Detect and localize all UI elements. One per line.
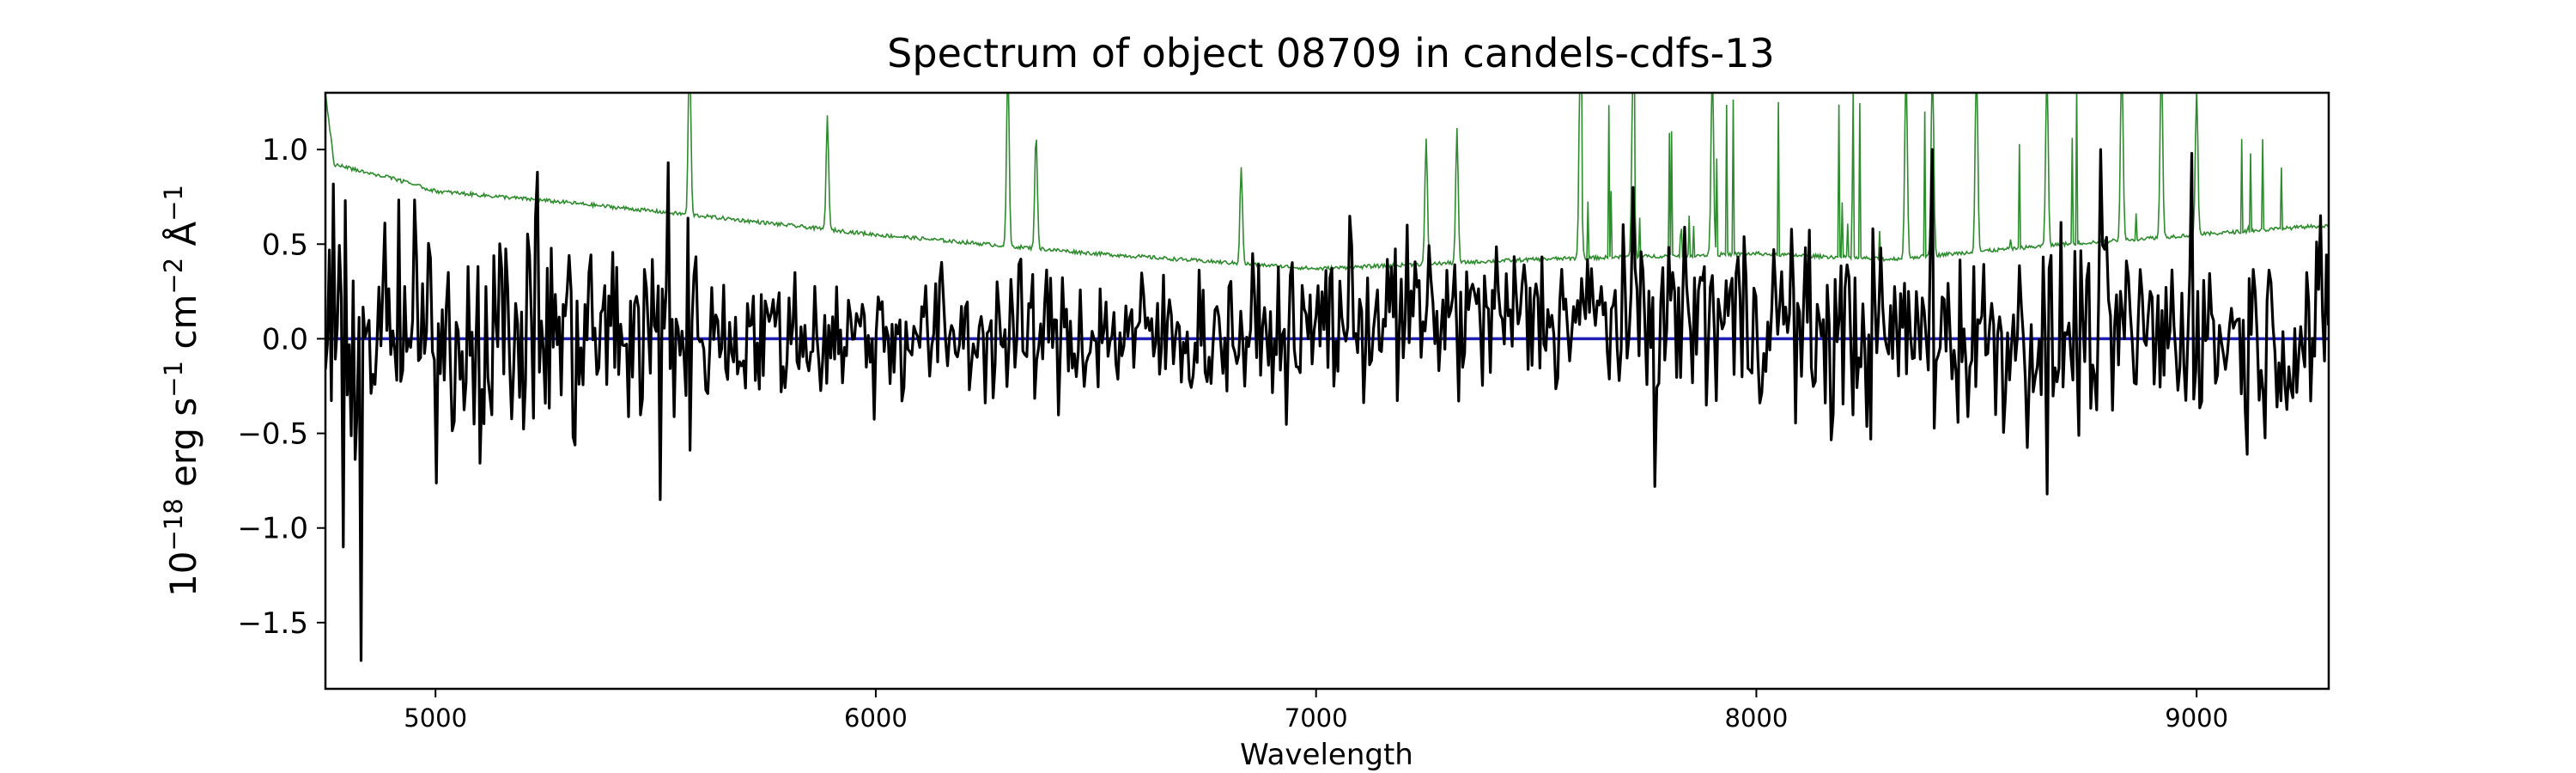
y-tick-label: 0.0 [262, 322, 308, 356]
x-tick-label: 6000 [844, 703, 908, 733]
y-label-unit-c-exp: −1 [159, 185, 188, 222]
y-tick-label: −0.5 [237, 417, 308, 452]
series-layer [325, 93, 2329, 662]
y-axis-label: 10−18 erg s−1 cm−2 Å−1 [159, 185, 204, 597]
plot-frame [324, 91, 2330, 691]
x-axis-label: Wavelength [1240, 738, 1413, 772]
y-label-unit-a-exp: −1 [159, 361, 188, 398]
series-object-spectrum-line [325, 148, 2329, 662]
y-label-prefix-exp: −18 [159, 498, 188, 551]
y-label-prefix: 10 [162, 551, 204, 597]
y-label-unit-b-exp: −2 [159, 258, 188, 295]
x-tick-label: 9000 [2165, 703, 2228, 733]
y-tick-label: 1.0 [262, 133, 308, 167]
y-label-unit-a: erg s [162, 398, 204, 499]
chart-title: Spectrum of object 08709 in candels-cdfs… [887, 30, 1775, 76]
series-sky-spectrum-line [325, 93, 2329, 272]
x-axis: 5000 6000 7000 8000 9000 [404, 689, 2228, 733]
y-tick-label: −1.0 [237, 512, 308, 546]
x-tick-label: 7000 [1285, 703, 1348, 733]
y-label-unit-b: cm [162, 295, 204, 361]
x-tick-label: 5000 [404, 703, 467, 733]
x-tick-label: 8000 [1725, 703, 1789, 733]
y-label-unit-c: Å [161, 222, 204, 258]
y-tick-label: 0.5 [262, 228, 308, 262]
y-tick-label: −1.5 [237, 606, 308, 641]
y-axis: −1.5 −1.0 −0.5 0.0 0.5 1.0 [237, 133, 325, 641]
